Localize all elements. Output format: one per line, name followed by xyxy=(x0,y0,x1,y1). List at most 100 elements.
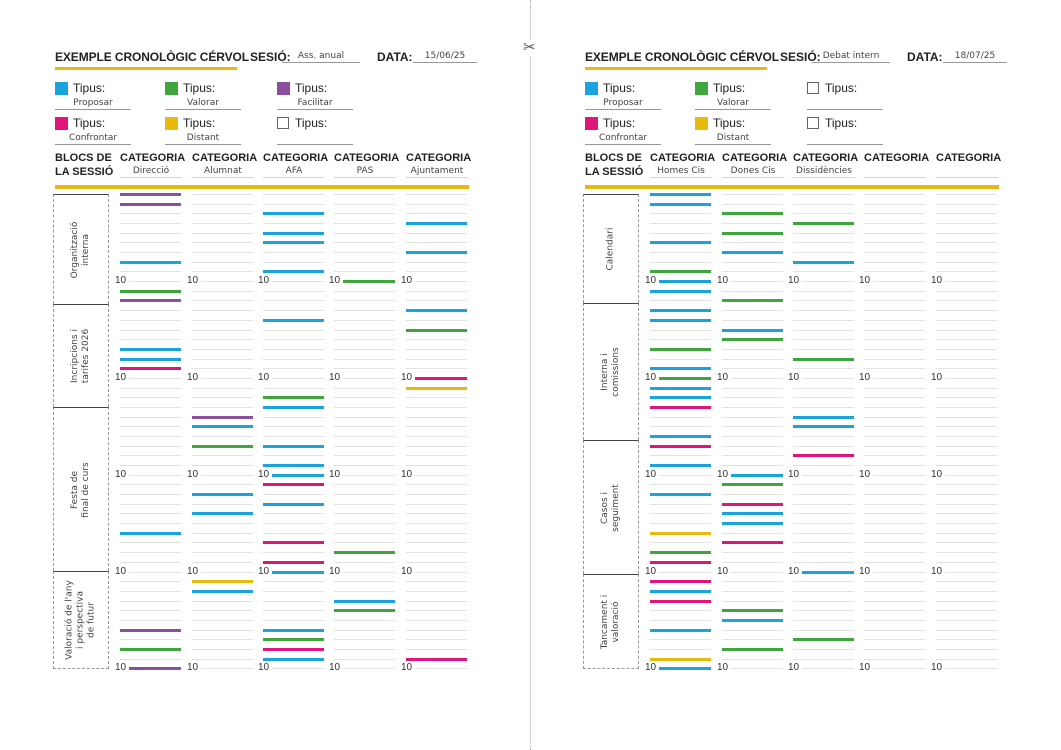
event-bar-confrontar[interactable] xyxy=(263,483,324,487)
event-bar-confrontar[interactable] xyxy=(722,502,783,506)
date-field[interactable]: 15/06/25 xyxy=(413,50,477,63)
event-bar-proposar[interactable] xyxy=(120,357,181,361)
event-bar-proposar[interactable] xyxy=(650,193,711,196)
legend-type-field[interactable]: Distant xyxy=(165,132,241,145)
event-bar-proposar[interactable] xyxy=(659,667,711,671)
event-bar-valorar[interactable] xyxy=(650,270,711,274)
event-bar-valorar[interactable] xyxy=(406,328,467,332)
event-bar-proposar[interactable] xyxy=(263,318,324,322)
event-bar-valorar[interactable] xyxy=(722,609,783,613)
event-bar-confrontar[interactable] xyxy=(722,541,783,545)
event-bar-confrontar[interactable] xyxy=(650,405,711,409)
category-field[interactable]: Dissidències xyxy=(793,165,855,178)
event-bar-confrontar[interactable] xyxy=(263,560,324,564)
event-bar-proposar[interactable] xyxy=(120,531,181,535)
category-field[interactable]: Alumnat xyxy=(192,165,254,178)
event-bar-valorar[interactable] xyxy=(722,338,783,342)
event-bar-proposar[interactable] xyxy=(263,502,324,506)
event-bar-proposar[interactable] xyxy=(263,444,324,448)
legend-type-field[interactable]: Confrontar xyxy=(55,132,131,145)
event-bar-distant[interactable] xyxy=(406,386,467,390)
category-field[interactable]: PAS xyxy=(334,165,396,178)
event-bar-proposar[interactable] xyxy=(272,570,324,574)
event-bar-proposar[interactable] xyxy=(793,425,854,429)
event-bar-valorar[interactable] xyxy=(263,396,324,400)
event-bar-confrontar[interactable] xyxy=(263,541,324,545)
event-bar-confrontar[interactable] xyxy=(406,657,467,661)
legend-type-field[interactable] xyxy=(807,132,883,145)
legend-type-field[interactable]: Confrontar xyxy=(585,132,661,145)
event-bar-proposar[interactable] xyxy=(120,347,181,351)
event-bar-valorar[interactable] xyxy=(192,444,253,448)
event-bar-proposar[interactable] xyxy=(650,367,711,371)
event-bar-valorar[interactable] xyxy=(722,212,783,216)
event-bar-proposar[interactable] xyxy=(263,231,324,235)
legend-type-field[interactable]: Valorar xyxy=(695,97,771,110)
event-bar-proposar[interactable] xyxy=(722,618,783,622)
event-bar-proposar[interactable] xyxy=(650,241,711,245)
event-bar-proposar[interactable] xyxy=(406,251,467,255)
event-bar-confrontar[interactable] xyxy=(650,444,711,448)
event-bar-confrontar[interactable] xyxy=(650,580,711,584)
event-bar-proposar[interactable] xyxy=(650,589,711,593)
event-bar-proposar[interactable] xyxy=(722,512,783,516)
legend-type-field[interactable] xyxy=(807,97,883,110)
event-bar-proposar[interactable] xyxy=(120,260,181,264)
event-bar-proposar[interactable] xyxy=(650,309,711,313)
category-field[interactable]: AFA xyxy=(263,165,325,178)
event-bar-proposar[interactable] xyxy=(263,657,324,661)
event-bar-facilitar[interactable] xyxy=(120,299,181,303)
event-bar-proposar[interactable] xyxy=(192,512,253,516)
event-bar-proposar[interactable] xyxy=(406,309,467,313)
legend-type-field[interactable] xyxy=(277,132,353,145)
event-bar-confrontar[interactable] xyxy=(793,454,854,458)
category-field[interactable]: Dones Cis xyxy=(722,165,784,178)
event-bar-valorar[interactable] xyxy=(334,551,395,555)
event-bar-proposar[interactable] xyxy=(650,318,711,322)
legend-type-field[interactable]: Facilitar xyxy=(277,97,353,110)
event-bar-proposar[interactable] xyxy=(263,212,324,216)
event-bar-proposar[interactable] xyxy=(192,425,253,429)
event-bar-valorar[interactable] xyxy=(722,483,783,487)
category-field[interactable] xyxy=(864,165,926,178)
event-bar-proposar[interactable] xyxy=(650,396,711,400)
event-bar-valorar[interactable] xyxy=(722,231,783,235)
event-bar-proposar[interactable] xyxy=(192,589,253,593)
event-bar-facilitar[interactable] xyxy=(129,667,181,671)
event-bar-valorar[interactable] xyxy=(650,347,711,351)
event-bar-proposar[interactable] xyxy=(650,202,711,206)
event-bar-valorar[interactable] xyxy=(263,638,324,642)
category-field[interactable]: Ajuntament xyxy=(406,165,468,178)
event-bar-proposar[interactable] xyxy=(722,328,783,332)
event-bar-facilitar[interactable] xyxy=(192,415,253,419)
event-bar-distant[interactable] xyxy=(192,580,253,584)
event-bar-proposar[interactable] xyxy=(650,435,711,438)
legend-type-field[interactable]: Distant xyxy=(695,132,771,145)
event-bar-confrontar[interactable] xyxy=(650,599,711,603)
event-bar-proposar[interactable] xyxy=(650,493,711,497)
event-bar-valorar[interactable] xyxy=(793,357,854,361)
session-field[interactable]: Debat intern xyxy=(812,50,890,63)
event-bar-facilitar[interactable] xyxy=(120,202,181,206)
event-bar-valorar[interactable] xyxy=(659,376,711,380)
event-bar-valorar[interactable] xyxy=(722,647,783,651)
event-bar-valorar[interactable] xyxy=(722,299,783,303)
event-bar-proposar[interactable] xyxy=(659,280,711,284)
event-bar-proposar[interactable] xyxy=(650,628,711,632)
event-bar-valorar[interactable] xyxy=(334,609,395,613)
event-bar-valorar[interactable] xyxy=(120,647,181,651)
event-bar-proposar[interactable] xyxy=(263,241,324,245)
legend-type-field[interactable]: Proposar xyxy=(585,97,661,110)
event-bar-valorar[interactable] xyxy=(120,289,181,293)
event-bar-distant[interactable] xyxy=(650,531,711,535)
event-bar-proposar[interactable] xyxy=(263,270,324,274)
category-field[interactable]: Homes Cis xyxy=(650,165,712,178)
event-bar-proposar[interactable] xyxy=(263,464,324,468)
event-bar-proposar[interactable] xyxy=(192,493,253,497)
event-bar-proposar[interactable] xyxy=(722,522,783,526)
event-bar-distant[interactable] xyxy=(650,657,711,661)
event-bar-proposar[interactable] xyxy=(731,473,783,477)
event-bar-valorar[interactable] xyxy=(793,638,854,642)
event-bar-proposar[interactable] xyxy=(406,222,467,226)
event-bar-facilitar[interactable] xyxy=(120,628,181,632)
